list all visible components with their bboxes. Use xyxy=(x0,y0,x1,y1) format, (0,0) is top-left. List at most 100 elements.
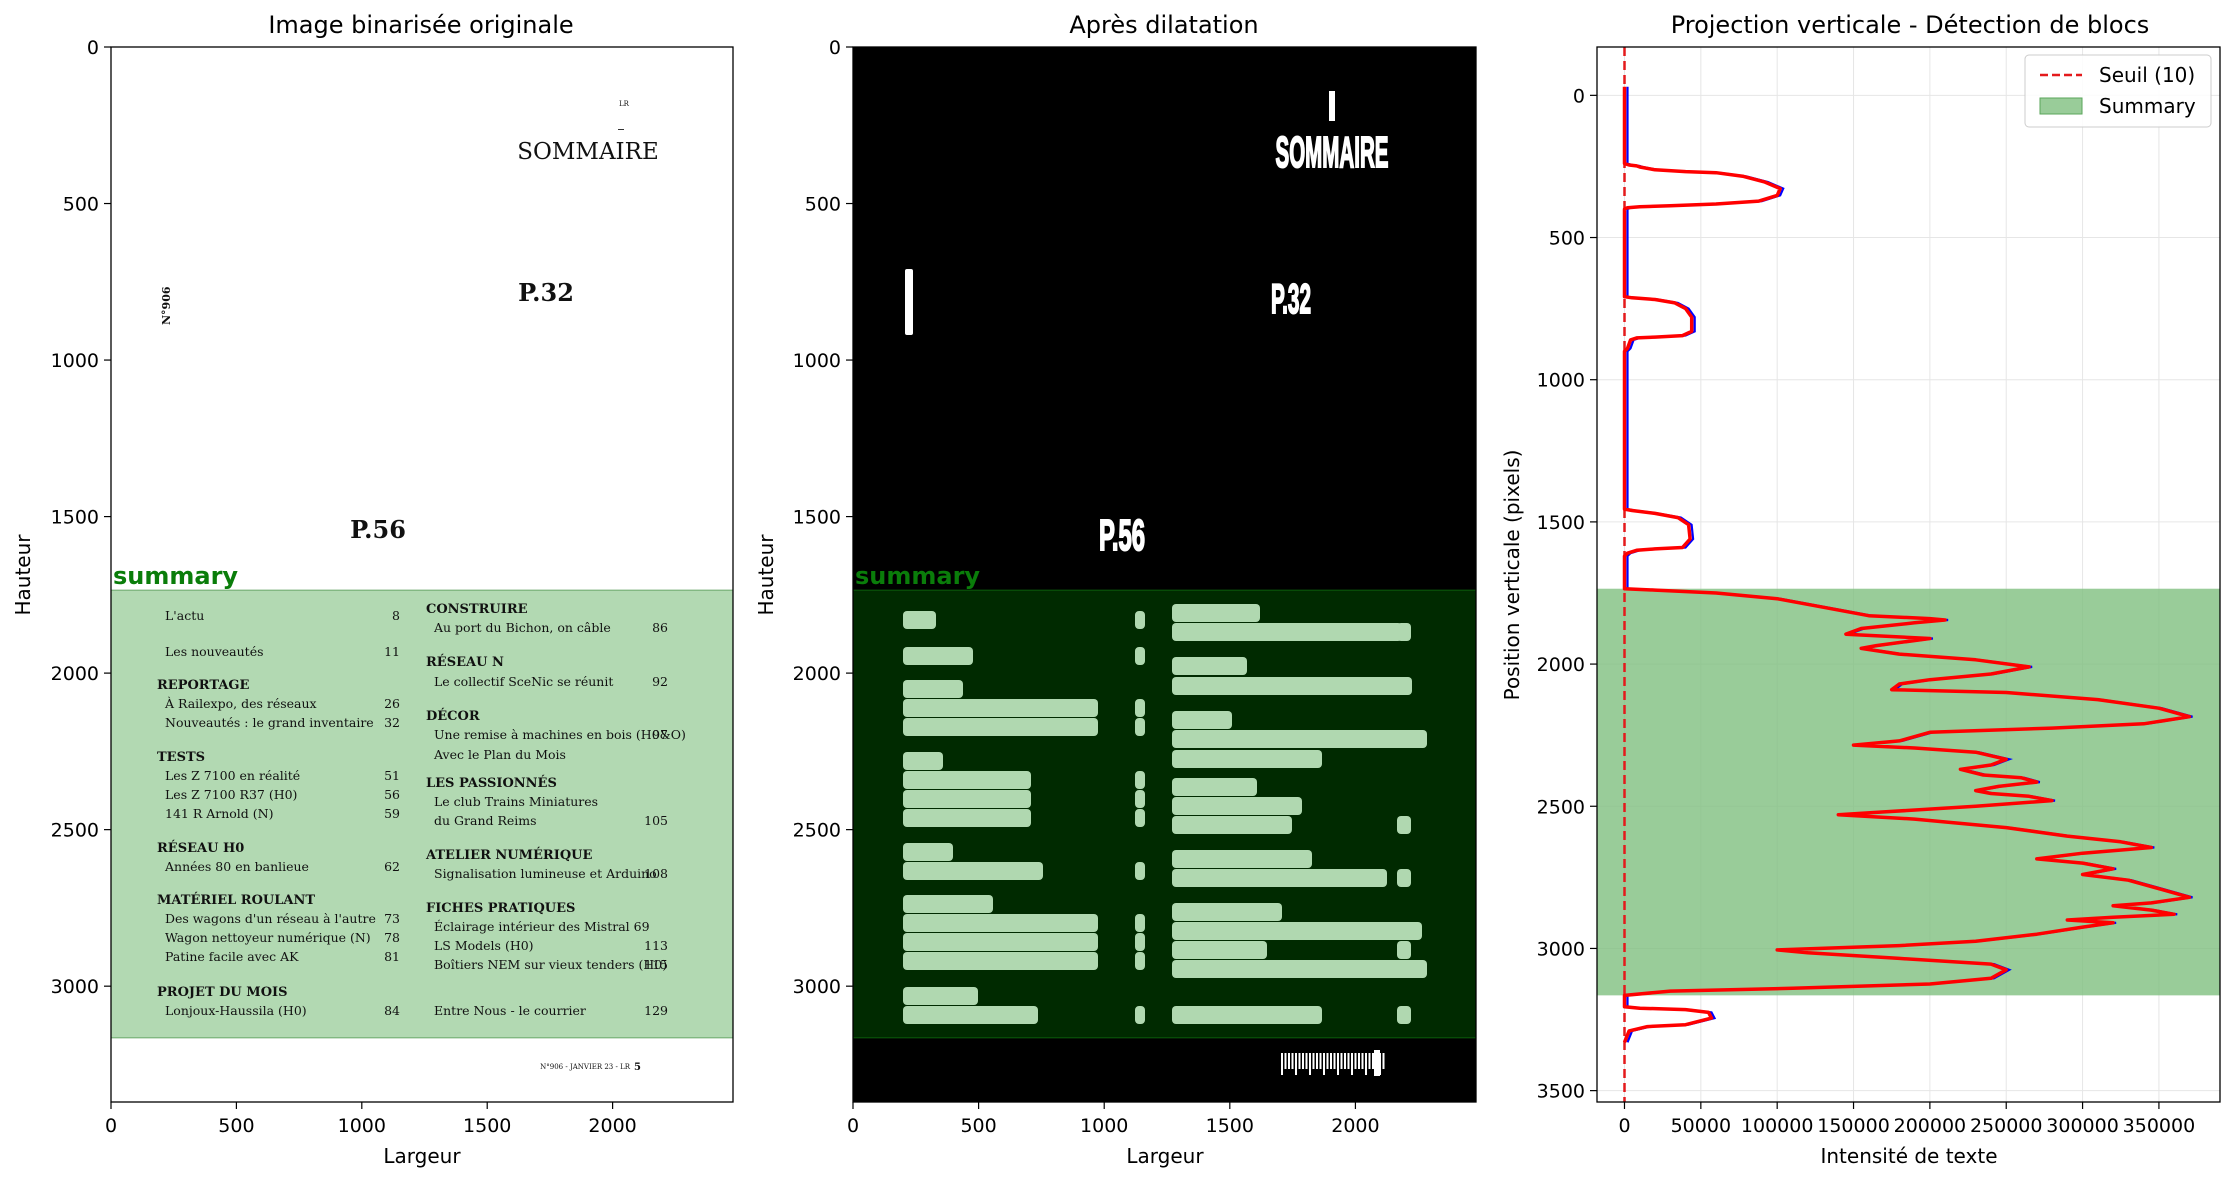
dilated-blob xyxy=(1135,862,1145,880)
dilated-blob xyxy=(1172,711,1232,729)
toc-entry: Les Z 7100 en réalité xyxy=(165,768,300,783)
toc-page-number: 62 xyxy=(384,859,400,874)
dilated-blob xyxy=(1135,611,1145,629)
dilated-footer-stroke xyxy=(1372,1053,1374,1069)
toc-entry: Le collectif SceNic se réunit xyxy=(434,674,613,689)
toc-page-number: 81 xyxy=(384,949,400,964)
dilated-footer-stroke xyxy=(1298,1053,1301,1069)
dilated-blob xyxy=(903,699,1098,717)
panel2-y-tick-label: 1000 xyxy=(793,350,841,372)
panel1-x-tick-label: 1500 xyxy=(463,1115,511,1137)
toc-entry: TESTS xyxy=(157,750,205,765)
page-content: LR SOMMAIRE N°906 P.32 P.56 L'actu 8 Les n… xyxy=(157,100,686,1073)
dilated-blob xyxy=(903,771,1031,789)
toc-entry: Boîtiers NEM sur vieux tenders (H0) xyxy=(434,957,667,972)
toc-page-number: 56 xyxy=(384,787,400,802)
summary-region-label: summary xyxy=(113,562,238,590)
toc-entry: ATELIER NUMÉRIQUE xyxy=(425,847,592,863)
legend-summary-swatch xyxy=(2039,97,2083,115)
dilated-blob xyxy=(1172,730,1427,748)
dilated-footer-stroke xyxy=(1330,1053,1332,1069)
dilated-footer-stroke xyxy=(1281,1053,1283,1075)
toc-entry: Les Z 7100 R37 (H0) xyxy=(165,787,297,802)
toc-page-number: 84 xyxy=(384,1003,400,1018)
dilated-footer-stroke xyxy=(1340,1053,1343,1069)
toc-entry: Wagon nettoyeur numérique (N) xyxy=(165,930,371,945)
dilated-footer-stroke xyxy=(1382,1053,1385,1069)
dilated-footer-stroke xyxy=(1319,1053,1322,1069)
panel3-y-tick-label: 2000 xyxy=(1537,654,1585,676)
toc-entry: Le club Trains Miniatures xyxy=(434,794,598,809)
toc-page-number: 78 xyxy=(384,930,400,945)
toc-page-number: 129 xyxy=(644,1003,668,1018)
panel3-x-tick-label: 100000 xyxy=(1741,1115,1814,1137)
dilated-footer-stroke xyxy=(1323,1053,1325,1075)
dilated-blob xyxy=(903,1006,1038,1024)
dilated-blob xyxy=(903,809,1031,827)
panel2-y-tick-label: 2000 xyxy=(793,663,841,685)
dilated-footer-stroke xyxy=(1344,1053,1346,1069)
summary-region xyxy=(110,589,734,1039)
toc-entry: Patine facile avec AK xyxy=(165,949,299,964)
dilated-blob xyxy=(1397,623,1411,641)
dilated-footer-stroke xyxy=(1361,1053,1364,1069)
dilated-blob xyxy=(1135,699,1145,717)
panel1-y-tick-label: 2000 xyxy=(51,663,99,685)
dilated-footer-stroke xyxy=(1291,1053,1294,1069)
dilated-p56: P.56 xyxy=(1099,511,1145,560)
panel3-y-axis-label: Position verticale (pixels) xyxy=(1500,450,1524,701)
toc-entry: Les nouveautés xyxy=(165,644,264,659)
panel1-y-tick-label: 0 xyxy=(87,37,99,59)
summary-block-band xyxy=(1597,588,2220,996)
legend: Seuil (10) Summary xyxy=(2024,54,2212,128)
dilated-footer-stroke xyxy=(1305,1053,1308,1069)
panel1-y-tick-label: 2500 xyxy=(51,820,99,842)
dilated-blob xyxy=(903,987,978,1005)
header-rule xyxy=(618,129,624,130)
dilated-blob xyxy=(1135,933,1145,951)
panel1-x-tick-label: 2000 xyxy=(588,1115,636,1137)
toc-page-number: 86 xyxy=(652,620,668,635)
toc-page-number: 113 xyxy=(644,938,668,953)
toc-entry: DÉCOR xyxy=(426,708,480,724)
toc-page-number: 92 xyxy=(652,674,668,689)
panel3-y-tick-label: 500 xyxy=(1549,228,1585,250)
panel3-y-tick-label: 2500 xyxy=(1537,796,1585,818)
dilated-blob xyxy=(903,647,973,665)
panel1-x-tick-label: 500 xyxy=(218,1115,254,1137)
dilated-blob xyxy=(903,914,1098,932)
dilated-blob xyxy=(1397,816,1411,834)
toc-entry: Au port du Bichon, on câble xyxy=(433,620,611,635)
dilated-blob xyxy=(1397,960,1411,978)
panel3-y-tick-label: 3000 xyxy=(1537,938,1585,960)
panel3-x-tick-label: 150000 xyxy=(1817,1115,1890,1137)
panel3-frame xyxy=(1596,46,2221,1103)
dilated-footer-stroke xyxy=(1358,1053,1360,1069)
panel2-y-tick-label: 2500 xyxy=(793,820,841,842)
legend-threshold-label: Seuil (10) xyxy=(2099,63,2195,87)
dilated-blob xyxy=(1172,1006,1322,1024)
dilated-blob xyxy=(1172,869,1387,887)
dilated-issue-blob xyxy=(905,269,913,335)
panel1-frame xyxy=(110,46,734,1103)
dilated-blob xyxy=(1172,604,1260,622)
dilated-blob xyxy=(1172,778,1257,796)
dilated-blob xyxy=(1172,677,1412,695)
dilated-blob xyxy=(1135,647,1145,665)
dilated-footer-stroke xyxy=(1326,1053,1329,1069)
panel3-x-axis-label: Intensité de texte xyxy=(1820,1144,1997,1168)
dilated-blob xyxy=(903,952,1098,970)
toc-page-number: 73 xyxy=(384,911,400,926)
dilated-footer-stroke xyxy=(1365,1053,1367,1075)
dilated-blob xyxy=(903,680,963,698)
summary-region-label: summary xyxy=(855,562,980,590)
panel2-x-axis-label: Largeur xyxy=(1126,1144,1204,1168)
dilated-blob xyxy=(903,718,1098,736)
toc-entry: Avec le Plan du Mois xyxy=(433,747,566,762)
dilated-footer-stroke xyxy=(1354,1053,1357,1069)
sommaire-title: SOMMAIRE xyxy=(517,139,659,165)
toc-entry: du Grand Reims xyxy=(434,813,537,828)
dilated-footer-stroke xyxy=(1351,1053,1353,1075)
panel1-title: Image binarisée originale xyxy=(268,11,573,39)
panel3-y-tick-label: 3500 xyxy=(1537,1081,1585,1103)
